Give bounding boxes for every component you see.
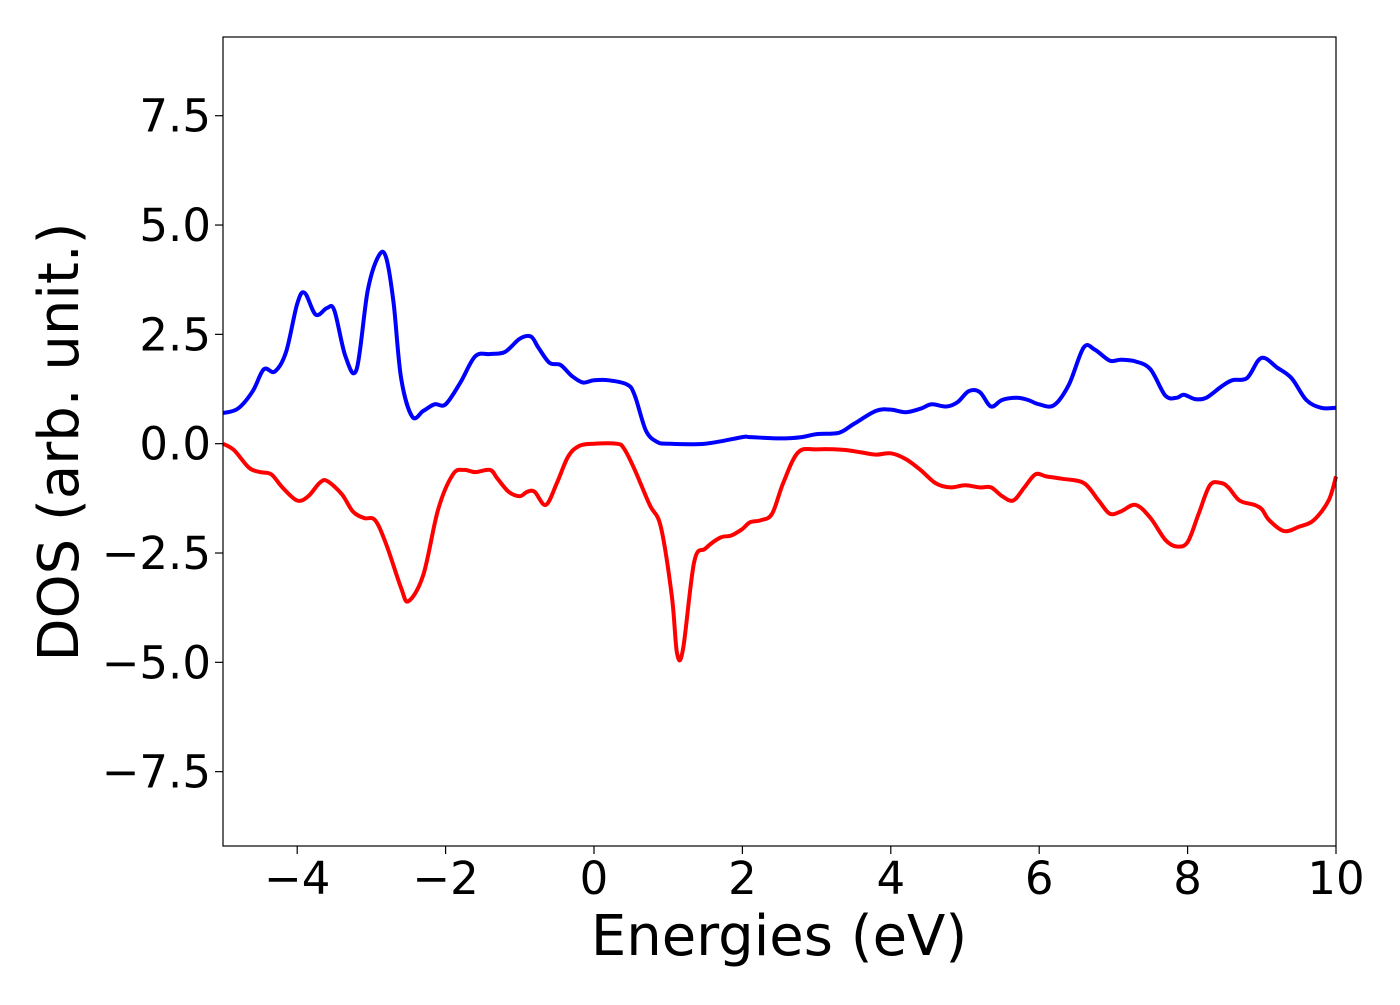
x-tick-label: 0 <box>580 852 609 905</box>
plot-frame <box>222 36 1337 847</box>
series-line-1 <box>221 441 1338 663</box>
x-tick-label: −2 <box>412 852 478 905</box>
y-tick-label: 0.0 <box>139 418 211 471</box>
y-axis: −7.5 −5.0 −2.5 0.0 2.5 5.0 7.5 <box>102 90 223 799</box>
series-layer <box>221 249 1338 663</box>
series-line-0 <box>222 249 1337 447</box>
x-axis: −4 −2 0 2 4 6 8 10 <box>264 846 1365 905</box>
x-tick-label: 8 <box>1173 852 1202 905</box>
y-tick-label: −2.5 <box>102 527 211 580</box>
x-tick-label: −4 <box>264 852 330 905</box>
x-axis-label: Energies (eV) <box>591 904 967 969</box>
x-tick-label: 6 <box>1025 852 1054 905</box>
y-tick-label: 5.0 <box>139 199 211 252</box>
x-tick-label: 2 <box>728 852 757 905</box>
x-tick-label: 10 <box>1307 852 1364 905</box>
y-tick-label: −5.0 <box>102 636 211 689</box>
y-tick-label: 7.5 <box>139 90 211 143</box>
x-tick-label: 4 <box>876 852 905 905</box>
y-axis-label: DOS (arb. unit.) <box>27 222 92 661</box>
y-tick-label: 2.5 <box>139 308 211 361</box>
y-tick-label: −7.5 <box>102 746 211 799</box>
